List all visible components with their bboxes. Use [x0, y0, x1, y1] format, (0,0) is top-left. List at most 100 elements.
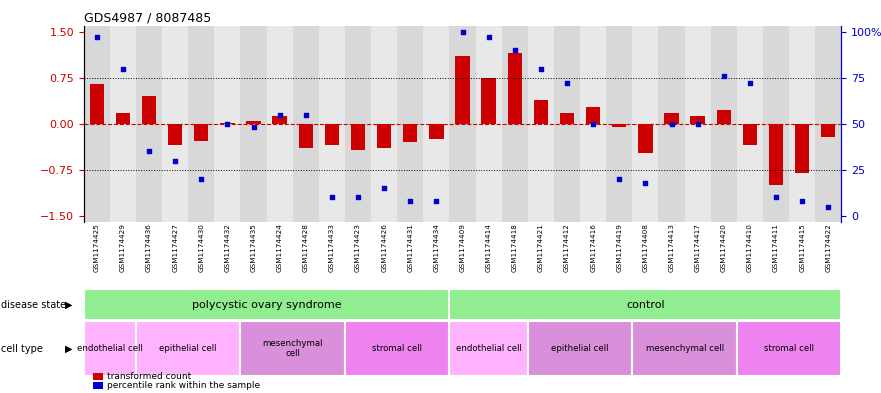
- Bar: [580, 26, 606, 222]
- Text: polycystic ovary syndrome: polycystic ovary syndrome: [192, 299, 342, 310]
- Bar: [633, 26, 658, 222]
- Bar: [559, 113, 574, 124]
- Bar: [220, 123, 234, 124]
- Bar: [743, 124, 757, 145]
- Bar: [267, 26, 292, 222]
- Text: GDS4987 / 8087485: GDS4987 / 8087485: [84, 11, 211, 24]
- Text: endothelial cell: endothelial cell: [455, 344, 522, 353]
- Point: [821, 204, 835, 210]
- Point: [299, 112, 313, 118]
- Bar: [501, 26, 528, 222]
- Bar: [168, 124, 182, 145]
- Bar: [763, 26, 789, 222]
- Bar: [821, 124, 835, 137]
- Point: [664, 121, 678, 127]
- Bar: [247, 121, 261, 124]
- Text: endothelial cell: endothelial cell: [77, 344, 143, 353]
- Bar: [84, 26, 110, 222]
- Bar: [534, 101, 548, 124]
- Text: ▶: ▶: [64, 344, 72, 354]
- Point: [507, 47, 522, 53]
- Bar: [664, 113, 678, 124]
- Bar: [586, 107, 600, 124]
- Bar: [272, 116, 287, 124]
- Bar: [90, 84, 104, 124]
- Bar: [685, 26, 711, 222]
- Bar: [403, 124, 418, 142]
- Bar: [769, 124, 783, 185]
- Text: cell type: cell type: [1, 344, 43, 354]
- Bar: [633, 321, 737, 376]
- Bar: [189, 26, 214, 222]
- Point: [769, 194, 783, 200]
- Bar: [214, 26, 241, 222]
- Bar: [476, 26, 501, 222]
- Bar: [638, 124, 653, 153]
- Text: transformed count: transformed count: [107, 373, 191, 381]
- Bar: [84, 321, 136, 376]
- Bar: [795, 124, 810, 173]
- Bar: [481, 78, 496, 124]
- Point: [142, 148, 156, 154]
- Bar: [292, 26, 319, 222]
- Text: mesenchymal
cell: mesenchymal cell: [263, 339, 323, 358]
- Text: epithelial cell: epithelial cell: [552, 344, 609, 353]
- Bar: [110, 26, 136, 222]
- Point: [560, 80, 574, 86]
- Point: [796, 198, 810, 204]
- Point: [247, 124, 261, 130]
- Bar: [345, 26, 371, 222]
- Point: [639, 180, 653, 186]
- Text: stromal cell: stromal cell: [764, 344, 814, 353]
- Point: [717, 73, 731, 79]
- Point: [612, 176, 626, 182]
- Point: [168, 158, 182, 164]
- Bar: [612, 124, 626, 127]
- Bar: [449, 290, 841, 320]
- Bar: [716, 110, 731, 124]
- Bar: [397, 26, 424, 222]
- Bar: [737, 321, 841, 376]
- Point: [325, 194, 339, 200]
- Bar: [142, 96, 156, 124]
- Point: [429, 198, 443, 204]
- Bar: [507, 53, 522, 124]
- Point: [586, 121, 600, 127]
- Bar: [737, 26, 763, 222]
- Point: [482, 34, 496, 40]
- Bar: [319, 26, 345, 222]
- Text: control: control: [626, 299, 665, 310]
- Bar: [377, 124, 391, 148]
- Bar: [241, 321, 345, 376]
- Text: epithelial cell: epithelial cell: [159, 344, 217, 353]
- Text: percentile rank within the sample: percentile rank within the sample: [107, 381, 260, 390]
- Point: [743, 80, 757, 86]
- Bar: [136, 321, 241, 376]
- Bar: [691, 116, 705, 124]
- Text: ▶: ▶: [64, 299, 72, 310]
- Bar: [325, 124, 339, 145]
- Bar: [711, 26, 737, 222]
- Bar: [815, 26, 841, 222]
- Point: [534, 65, 548, 72]
- Point: [455, 29, 470, 35]
- Bar: [455, 56, 470, 124]
- Bar: [299, 124, 313, 148]
- Bar: [162, 26, 189, 222]
- Point: [194, 176, 208, 182]
- Bar: [429, 124, 443, 139]
- Point: [403, 198, 418, 204]
- Bar: [371, 26, 397, 222]
- Bar: [528, 26, 554, 222]
- Text: disease state: disease state: [1, 299, 66, 310]
- Point: [115, 65, 130, 72]
- Bar: [449, 321, 528, 376]
- Point: [272, 112, 286, 118]
- Bar: [606, 26, 633, 222]
- Point: [691, 121, 705, 127]
- Bar: [554, 26, 580, 222]
- Bar: [115, 113, 130, 124]
- Point: [377, 185, 391, 191]
- Point: [351, 194, 365, 200]
- Bar: [136, 26, 162, 222]
